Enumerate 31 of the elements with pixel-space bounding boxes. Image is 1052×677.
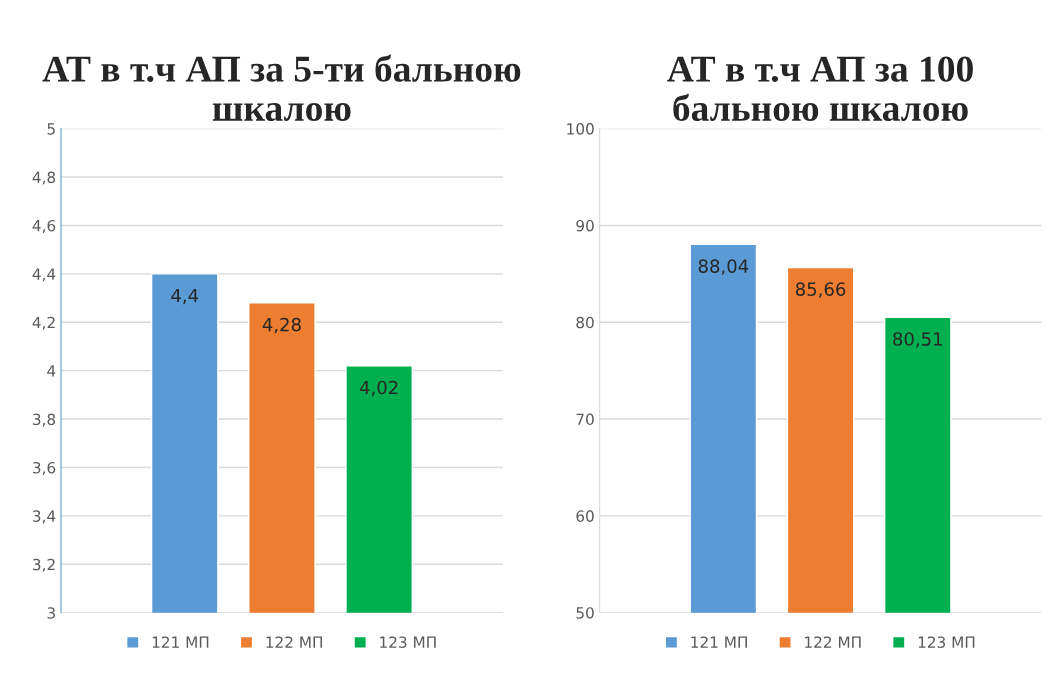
- legend-label: 122 МП: [266, 636, 322, 648]
- y-tick-label: 80: [576, 316, 594, 329]
- text: 4,4: [171, 288, 199, 305]
- y-tick-label: 3,4: [33, 510, 56, 524]
- y-tick-label: 4: [47, 365, 56, 377]
- y-tick-label: 4,4: [32, 268, 56, 282]
- y-tick-label: 60: [576, 510, 594, 522]
- y-tick-label: 5: [47, 123, 55, 135]
- text: 85,66: [795, 282, 846, 298]
- text: 80,51: [893, 332, 942, 348]
- y-tick-label: 4,2: [32, 316, 55, 330]
- y-tick-label: 3: [47, 607, 55, 619]
- y-tick-label: 50: [576, 607, 594, 619]
- y-tick-label: 4,8: [32, 171, 56, 185]
- y-tick-label: 3,6: [33, 461, 56, 476]
- text: 4,02: [359, 380, 398, 397]
- legend-label: 121 МП: [691, 636, 747, 648]
- legend-label: 123 МП: [380, 636, 436, 648]
- chart-title: АТ в т.ч АП за 5-ти бальною шкалою: [42, 54, 521, 122]
- text: 88,04: [698, 259, 749, 275]
- y-tick-label: 3,8: [33, 413, 56, 427]
- text: 4,28: [262, 317, 301, 334]
- legend-label: 123 МП: [918, 636, 975, 648]
- y-tick-label: 4,6: [32, 219, 56, 234]
- legend-label: 122 МП: [805, 636, 861, 648]
- y-tick-label: 90: [576, 219, 594, 232]
- legend-label: 121 МП: [152, 636, 209, 648]
- chart-title: АТ в т.ч АП за 100 бальною шкалою: [667, 56, 973, 122]
- y-tick-label: 100: [567, 123, 594, 135]
- y-tick-label: 3,2: [33, 558, 55, 572]
- y-tick-label: 70: [576, 413, 594, 426]
